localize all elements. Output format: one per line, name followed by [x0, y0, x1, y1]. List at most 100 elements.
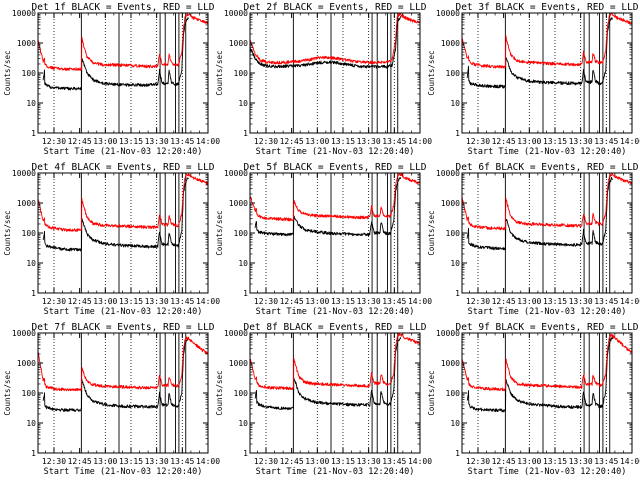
- x-tick-label: 13:00: [305, 297, 329, 306]
- y-tick-label: 1: [31, 449, 36, 458]
- y-tick-label: 1000: [17, 359, 36, 368]
- x-tick-label: 13:00: [517, 457, 541, 466]
- y-tick-label: 100: [446, 389, 461, 398]
- series-events-line: [466, 17, 613, 89]
- y-tick-label: 1000: [229, 39, 248, 48]
- panel-title: Det 8f BLACK = Events, RED = LLD: [243, 322, 426, 333]
- y-tick-label: 10000: [436, 329, 460, 338]
- x-tick-label: 13:00: [93, 457, 117, 466]
- x-tick-label: 13:45: [170, 457, 194, 466]
- x-tick-label: 13:30: [145, 137, 169, 146]
- x-tick-label: 13:15: [331, 137, 355, 146]
- y-tick-label: 1000: [441, 39, 460, 48]
- y-axis-label: Counts/sec: [427, 50, 436, 95]
- series-events-line: [42, 17, 189, 91]
- x-tick-label: 13:00: [305, 137, 329, 146]
- x-tick-label: 12:30: [466, 457, 490, 466]
- detector-panel-3: Det 3f BLACK = Events, RED = LLD 1 10 100 10…: [427, 2, 640, 157]
- x-tick-label: 14:00: [196, 137, 220, 146]
- detector-panel-4: Det 4f BLACK = Events, RED = LLD 1 10 100 10…: [3, 162, 220, 317]
- panel-title: Det 1f BLACK = Events, RED = LLD: [31, 2, 214, 13]
- y-tick-label: 10: [450, 99, 460, 108]
- x-tick-label: 12:30: [466, 297, 490, 306]
- series-lld-line: [461, 12, 633, 69]
- y-tick-label: 10: [450, 259, 460, 268]
- x-axis-label: Start Time (21-Nov-03 12:20:40): [256, 307, 415, 317]
- x-tick-label: 13:15: [119, 297, 143, 306]
- y-tick-label: 10: [26, 419, 36, 428]
- detector-panel-8: Det 8f BLACK = Events, RED = LLD 1 10 100 10…: [215, 322, 432, 477]
- y-tick-label: 1: [455, 129, 460, 138]
- x-tick-label: 13:45: [594, 137, 618, 146]
- y-tick-label: 1000: [441, 359, 460, 368]
- series-events-line: [254, 177, 402, 237]
- y-axis-label: Counts/sec: [427, 210, 436, 255]
- y-axis-label: Counts/sec: [215, 50, 224, 95]
- x-axis-label: Start Time (21-Nov-03 12:20:40): [44, 467, 203, 477]
- x-tick-label: 13:30: [357, 137, 381, 146]
- series-events-line: [42, 177, 189, 252]
- y-tick-label: 10000: [12, 329, 36, 338]
- x-tick-label: 13:30: [145, 457, 169, 466]
- y-tick-label: 1000: [229, 359, 248, 368]
- x-tick-label: 12:30: [42, 137, 66, 146]
- panel-title: Det 5f BLACK = Events, RED = LLD: [243, 162, 426, 173]
- y-axis-label: Counts/sec: [215, 210, 224, 255]
- series-lld-line: [249, 12, 421, 65]
- x-tick-label: 12:45: [68, 137, 92, 146]
- x-tick-label: 13:15: [119, 457, 143, 466]
- series-lld-line: [37, 173, 209, 232]
- x-axis-label: Start Time (21-Nov-03 12:20:40): [468, 307, 627, 317]
- y-tick-label: 10000: [224, 329, 248, 338]
- detector-panel-2: Det 2f BLACK = Events, RED = LLD 1 10 100 10…: [215, 2, 432, 157]
- y-tick-label: 1: [243, 449, 248, 458]
- x-tick-label: 14:00: [408, 297, 432, 306]
- panel-title: Det 6f BLACK = Events, RED = LLD: [455, 162, 638, 173]
- series-lld-line: [249, 332, 421, 391]
- x-axis-label: Start Time (21-Nov-03 12:20:40): [256, 147, 415, 157]
- x-tick-label: 13:45: [170, 137, 194, 146]
- x-axis-label: Start Time (21-Nov-03 12:20:40): [468, 147, 627, 157]
- y-tick-label: 100: [22, 229, 37, 238]
- x-tick-label: 13:45: [382, 457, 406, 466]
- series-lld-line: [37, 12, 209, 71]
- y-tick-label: 1000: [229, 199, 248, 208]
- x-tick-label: 12:45: [280, 457, 304, 466]
- x-tick-label: 13:30: [145, 297, 169, 306]
- x-tick-label: 14:00: [196, 457, 220, 466]
- x-tick-label: 13:45: [382, 297, 406, 306]
- y-axis-label: Counts/sec: [215, 370, 224, 415]
- panel-title: Det 7f BLACK = Events, RED = LLD: [31, 322, 214, 333]
- panel-title: Det 2f BLACK = Events, RED = LLD: [243, 2, 426, 13]
- y-tick-label: 1000: [441, 199, 460, 208]
- y-tick-label: 10: [450, 419, 460, 428]
- x-tick-label: 12:30: [254, 457, 278, 466]
- y-tick-label: 10: [26, 259, 36, 268]
- x-tick-label: 13:15: [543, 297, 567, 306]
- detector-panel-1: Det 1f BLACK = Events, RED = LLD 1 10 100 10…: [3, 2, 220, 157]
- x-tick-label: 12:45: [280, 137, 304, 146]
- x-tick-label: 13:00: [517, 297, 541, 306]
- y-tick-label: 10: [238, 259, 248, 268]
- y-tick-label: 1: [243, 289, 248, 298]
- x-tick-label: 13:00: [93, 297, 117, 306]
- y-tick-label: 100: [234, 229, 249, 238]
- x-tick-label: 12:30: [254, 137, 278, 146]
- x-tick-label: 12:30: [42, 297, 66, 306]
- detector-panel-7: Det 7f BLACK = Events, RED = LLD 1 10 100 10…: [3, 322, 220, 477]
- y-tick-label: 1: [243, 129, 248, 138]
- x-tick-label: 13:00: [517, 137, 541, 146]
- y-axis-label: Counts/sec: [427, 370, 436, 415]
- x-axis-label: Start Time (21-Nov-03 12:20:40): [468, 467, 627, 477]
- y-tick-label: 10000: [224, 169, 248, 178]
- x-tick-label: 12:45: [280, 297, 304, 306]
- x-tick-label: 14:00: [408, 137, 432, 146]
- x-tick-label: 13:30: [569, 297, 593, 306]
- x-axis-label: Start Time (21-Nov-03 12:20:40): [256, 467, 415, 477]
- x-tick-label: 12:30: [466, 137, 490, 146]
- detector-panel-5: Det 5f BLACK = Events, RED = LLD 1 10 100 10…: [215, 162, 432, 317]
- x-tick-label: 13:30: [357, 297, 381, 306]
- y-tick-label: 1: [31, 129, 36, 138]
- x-axis-label: Start Time (21-Nov-03 12:20:40): [44, 307, 203, 317]
